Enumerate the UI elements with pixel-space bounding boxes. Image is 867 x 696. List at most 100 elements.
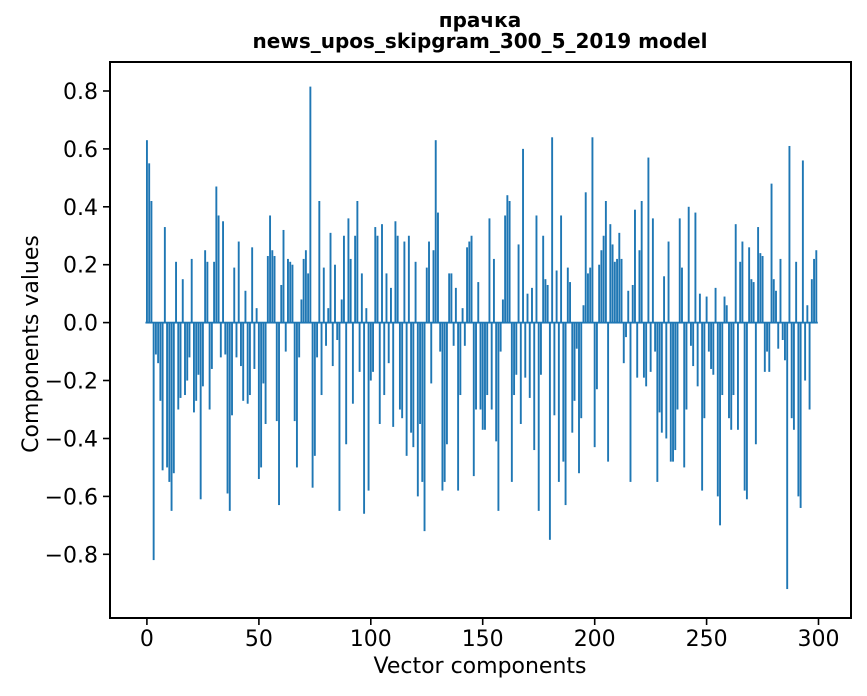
bar [181,279,184,323]
bar [584,192,587,323]
bar [522,148,524,323]
bar [369,322,372,381]
bar [255,308,258,323]
bar [687,206,690,323]
bar [163,227,166,323]
bar [555,270,558,323]
y-axis-label: Components values [19,235,44,453]
bar [381,224,383,323]
bar [342,235,345,323]
bar [166,322,169,468]
bar [157,322,160,364]
bar [616,258,619,323]
bar [703,322,706,419]
bar [777,322,780,349]
bar [262,322,265,384]
bar [600,250,603,323]
bar [271,250,274,323]
chart-title: прачка [439,8,521,32]
bar [495,322,498,442]
bar [676,322,679,410]
bar [546,284,549,323]
plot-border [109,61,852,619]
bar [721,322,724,396]
bar [649,322,652,372]
bar [613,261,616,323]
bar [499,322,502,352]
bar [772,279,775,323]
bar [434,140,437,323]
bar [508,201,511,323]
bar [275,322,278,422]
bar [638,250,641,323]
bar [562,322,565,462]
bar [282,229,285,323]
bar [338,322,341,511]
bar [580,322,583,419]
bars-group [145,86,818,590]
bar [517,244,520,323]
axes-group: 0 50 100 150 200 250 300 0.8 0.6 0.4 0.2 0.0 −0.2 −0.… [45,61,852,652]
bar [322,267,325,323]
y-tick-label: −0.4 [45,428,98,453]
bar [378,322,381,424]
bar [524,322,527,378]
bar [385,273,388,323]
bar [750,279,753,323]
bar [712,322,715,375]
bar [242,322,245,401]
bar [208,322,211,410]
x-tick-label: 100 [350,627,392,652]
bar [273,256,276,323]
bar [463,322,466,346]
bar [723,296,726,323]
bar [542,235,545,323]
bar [788,145,791,323]
bar [719,322,721,526]
bar [707,322,710,352]
bar [405,322,408,456]
bar [145,140,148,323]
bar [459,322,462,396]
bar [595,322,598,390]
bar [745,322,748,500]
bar [360,273,363,323]
bar [293,322,296,422]
bar [479,322,482,410]
bar [316,322,319,358]
bar [609,224,612,323]
bar [658,322,661,413]
bar [432,250,435,323]
bar [591,137,594,323]
bar [184,322,186,396]
bar [248,322,251,396]
bar [792,322,795,430]
bar [437,212,439,323]
bar [304,250,307,323]
bar [486,322,489,396]
bar [246,322,249,404]
bar [770,183,773,323]
bar [533,322,536,451]
bar [289,261,292,323]
bar [472,322,475,477]
bar [752,282,755,323]
bar [589,267,592,323]
bar [204,250,207,323]
x-tick-label: 50 [245,627,273,652]
bar [311,322,314,488]
bar [618,232,621,323]
bar [813,258,816,323]
bar [349,258,352,323]
bar [231,322,233,416]
bar [398,322,401,410]
bar [251,247,254,323]
bar [201,322,204,387]
bar [622,322,625,364]
bar [607,322,610,462]
bar [573,322,576,401]
bar [781,322,784,341]
bar [504,215,507,323]
bar [172,322,175,474]
bar [454,287,457,323]
